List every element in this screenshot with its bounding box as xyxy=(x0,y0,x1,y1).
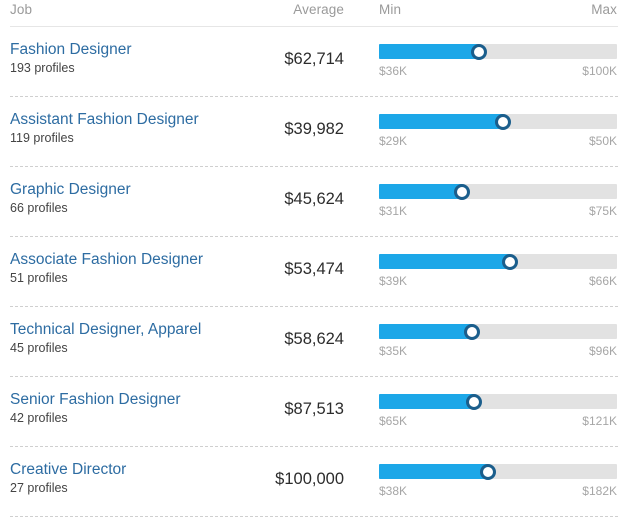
min-salary-label: $35K xyxy=(379,344,408,358)
average-salary-value: $62,714 xyxy=(284,50,344,68)
table-row: Technical Designer, Apparel 45 profiles … xyxy=(0,307,630,377)
slider-knob[interactable] xyxy=(470,43,487,60)
slider-knob[interactable] xyxy=(466,393,483,410)
min-salary-label: $31K xyxy=(379,204,408,218)
average-salary-value: $58,624 xyxy=(284,330,344,348)
salary-range-slider[interactable]: $38K $182K xyxy=(379,463,617,500)
table-body: Fashion Designer 193 profiles $62,714 $3… xyxy=(0,27,630,517)
salary-range-slider[interactable]: $39K $66K xyxy=(379,253,617,290)
max-salary-label: $66K xyxy=(588,274,617,288)
salary-range-slider[interactable]: $35K $96K xyxy=(379,323,617,360)
slider-knob[interactable] xyxy=(494,113,511,130)
table-row: Graphic Designer 66 profiles $45,624 $31… xyxy=(0,167,630,237)
min-salary-label: $29K xyxy=(379,134,408,148)
salary-range-slider[interactable]: $31K $75K xyxy=(379,183,617,220)
range-label-row: $39K $66K xyxy=(379,274,617,290)
row-divider xyxy=(10,96,618,97)
profile-count-label: 42 profiles xyxy=(10,411,68,425)
table-row: Associate Fashion Designer 51 profiles $… xyxy=(0,237,630,307)
profile-count-label: 119 profiles xyxy=(10,131,74,145)
table-row: Fashion Designer 193 profiles $62,714 $3… xyxy=(0,27,630,97)
max-salary-label: $50K xyxy=(588,134,617,148)
profile-count-label: 66 profiles xyxy=(10,201,68,215)
average-salary-value: $39,982 xyxy=(284,120,344,138)
job-title-link[interactable]: Creative Director xyxy=(10,461,127,478)
job-cell: Fashion Designer 193 profiles xyxy=(10,40,270,77)
range-label-row: $29K $50K xyxy=(379,134,617,150)
range-label-row: $36K $100K xyxy=(379,64,617,80)
job-title-link[interactable]: Technical Designer, Apparel xyxy=(10,321,202,338)
max-salary-label: $75K xyxy=(588,204,617,218)
row-divider xyxy=(10,446,618,447)
job-cell: Senior Fashion Designer 42 profiles xyxy=(10,390,270,427)
column-header-max: Max xyxy=(591,2,617,17)
job-title-link[interactable]: Senior Fashion Designer xyxy=(10,391,181,408)
row-divider xyxy=(10,306,618,307)
slider-knob[interactable] xyxy=(480,463,497,480)
min-salary-label: $38K xyxy=(379,484,408,498)
slider-track[interactable] xyxy=(379,183,617,200)
job-title-link[interactable]: Graphic Designer xyxy=(10,181,131,198)
slider-track[interactable] xyxy=(379,253,617,270)
column-header-job: Job xyxy=(10,2,33,17)
profile-count-label: 45 profiles xyxy=(10,341,68,355)
profile-count-label: 27 profiles xyxy=(10,481,68,495)
min-salary-label: $65K xyxy=(379,414,408,428)
row-divider xyxy=(10,236,618,237)
row-divider xyxy=(10,516,618,517)
salary-range-slider[interactable]: $36K $100K xyxy=(379,43,617,80)
slider-track[interactable] xyxy=(379,43,617,60)
header-divider xyxy=(10,26,618,27)
salary-range-slider[interactable]: $29K $50K xyxy=(379,113,617,150)
table-row: Creative Director 27 profiles $100,000 $… xyxy=(0,447,630,517)
slider-fill xyxy=(379,394,475,409)
average-salary-value: $87,513 xyxy=(284,400,344,418)
slider-knob[interactable] xyxy=(463,323,480,340)
slider-track[interactable] xyxy=(379,113,617,130)
slider-knob[interactable] xyxy=(454,183,471,200)
min-salary-label: $39K xyxy=(379,274,408,288)
job-cell: Assistant Fashion Designer 119 profiles xyxy=(10,110,270,147)
slider-fill xyxy=(379,254,510,269)
job-cell: Graphic Designer 66 profiles xyxy=(10,180,270,217)
average-salary-value: $45,624 xyxy=(284,190,344,208)
max-salary-label: $100K xyxy=(582,64,617,78)
job-title-link[interactable]: Assistant Fashion Designer xyxy=(10,111,199,128)
max-salary-label: $96K xyxy=(588,344,617,358)
range-label-row: $35K $96K xyxy=(379,344,617,360)
max-salary-label: $121K xyxy=(582,414,617,428)
column-header-average: Average xyxy=(293,2,344,17)
row-divider xyxy=(10,166,618,167)
max-salary-label: $182K xyxy=(582,484,617,498)
job-title-link[interactable]: Associate Fashion Designer xyxy=(10,251,203,268)
slider-track[interactable] xyxy=(379,323,617,340)
job-cell: Creative Director 27 profiles xyxy=(10,460,270,497)
column-header-min: Min xyxy=(379,2,402,17)
job-title-link[interactable]: Fashion Designer xyxy=(10,41,132,58)
range-label-row: $65K $121K xyxy=(379,414,617,430)
average-salary-value: $100,000 xyxy=(275,470,344,488)
job-cell: Associate Fashion Designer 51 profiles xyxy=(10,250,270,287)
slider-track[interactable] xyxy=(379,393,617,410)
table-row: Senior Fashion Designer 42 profiles $87,… xyxy=(0,377,630,447)
range-label-row: $38K $182K xyxy=(379,484,617,500)
average-salary-value: $53,474 xyxy=(284,260,344,278)
slider-fill xyxy=(379,184,463,199)
profile-count-label: 193 profiles xyxy=(10,61,75,75)
job-cell: Technical Designer, Apparel 45 profiles xyxy=(10,320,270,357)
slider-fill xyxy=(379,324,472,339)
min-salary-label: $36K xyxy=(379,64,408,78)
range-label-row: $31K $75K xyxy=(379,204,617,220)
slider-knob[interactable] xyxy=(501,253,518,270)
salary-range-slider[interactable]: $65K $121K xyxy=(379,393,617,430)
profile-count-label: 51 profiles xyxy=(10,271,68,285)
row-divider xyxy=(10,376,618,377)
slider-fill xyxy=(379,114,503,129)
slider-fill xyxy=(379,464,489,479)
slider-fill xyxy=(379,44,479,59)
table-header-row: Job Average Min Max xyxy=(0,0,630,27)
table-row: Assistant Fashion Designer 119 profiles … xyxy=(0,97,630,167)
slider-track[interactable] xyxy=(379,463,617,480)
